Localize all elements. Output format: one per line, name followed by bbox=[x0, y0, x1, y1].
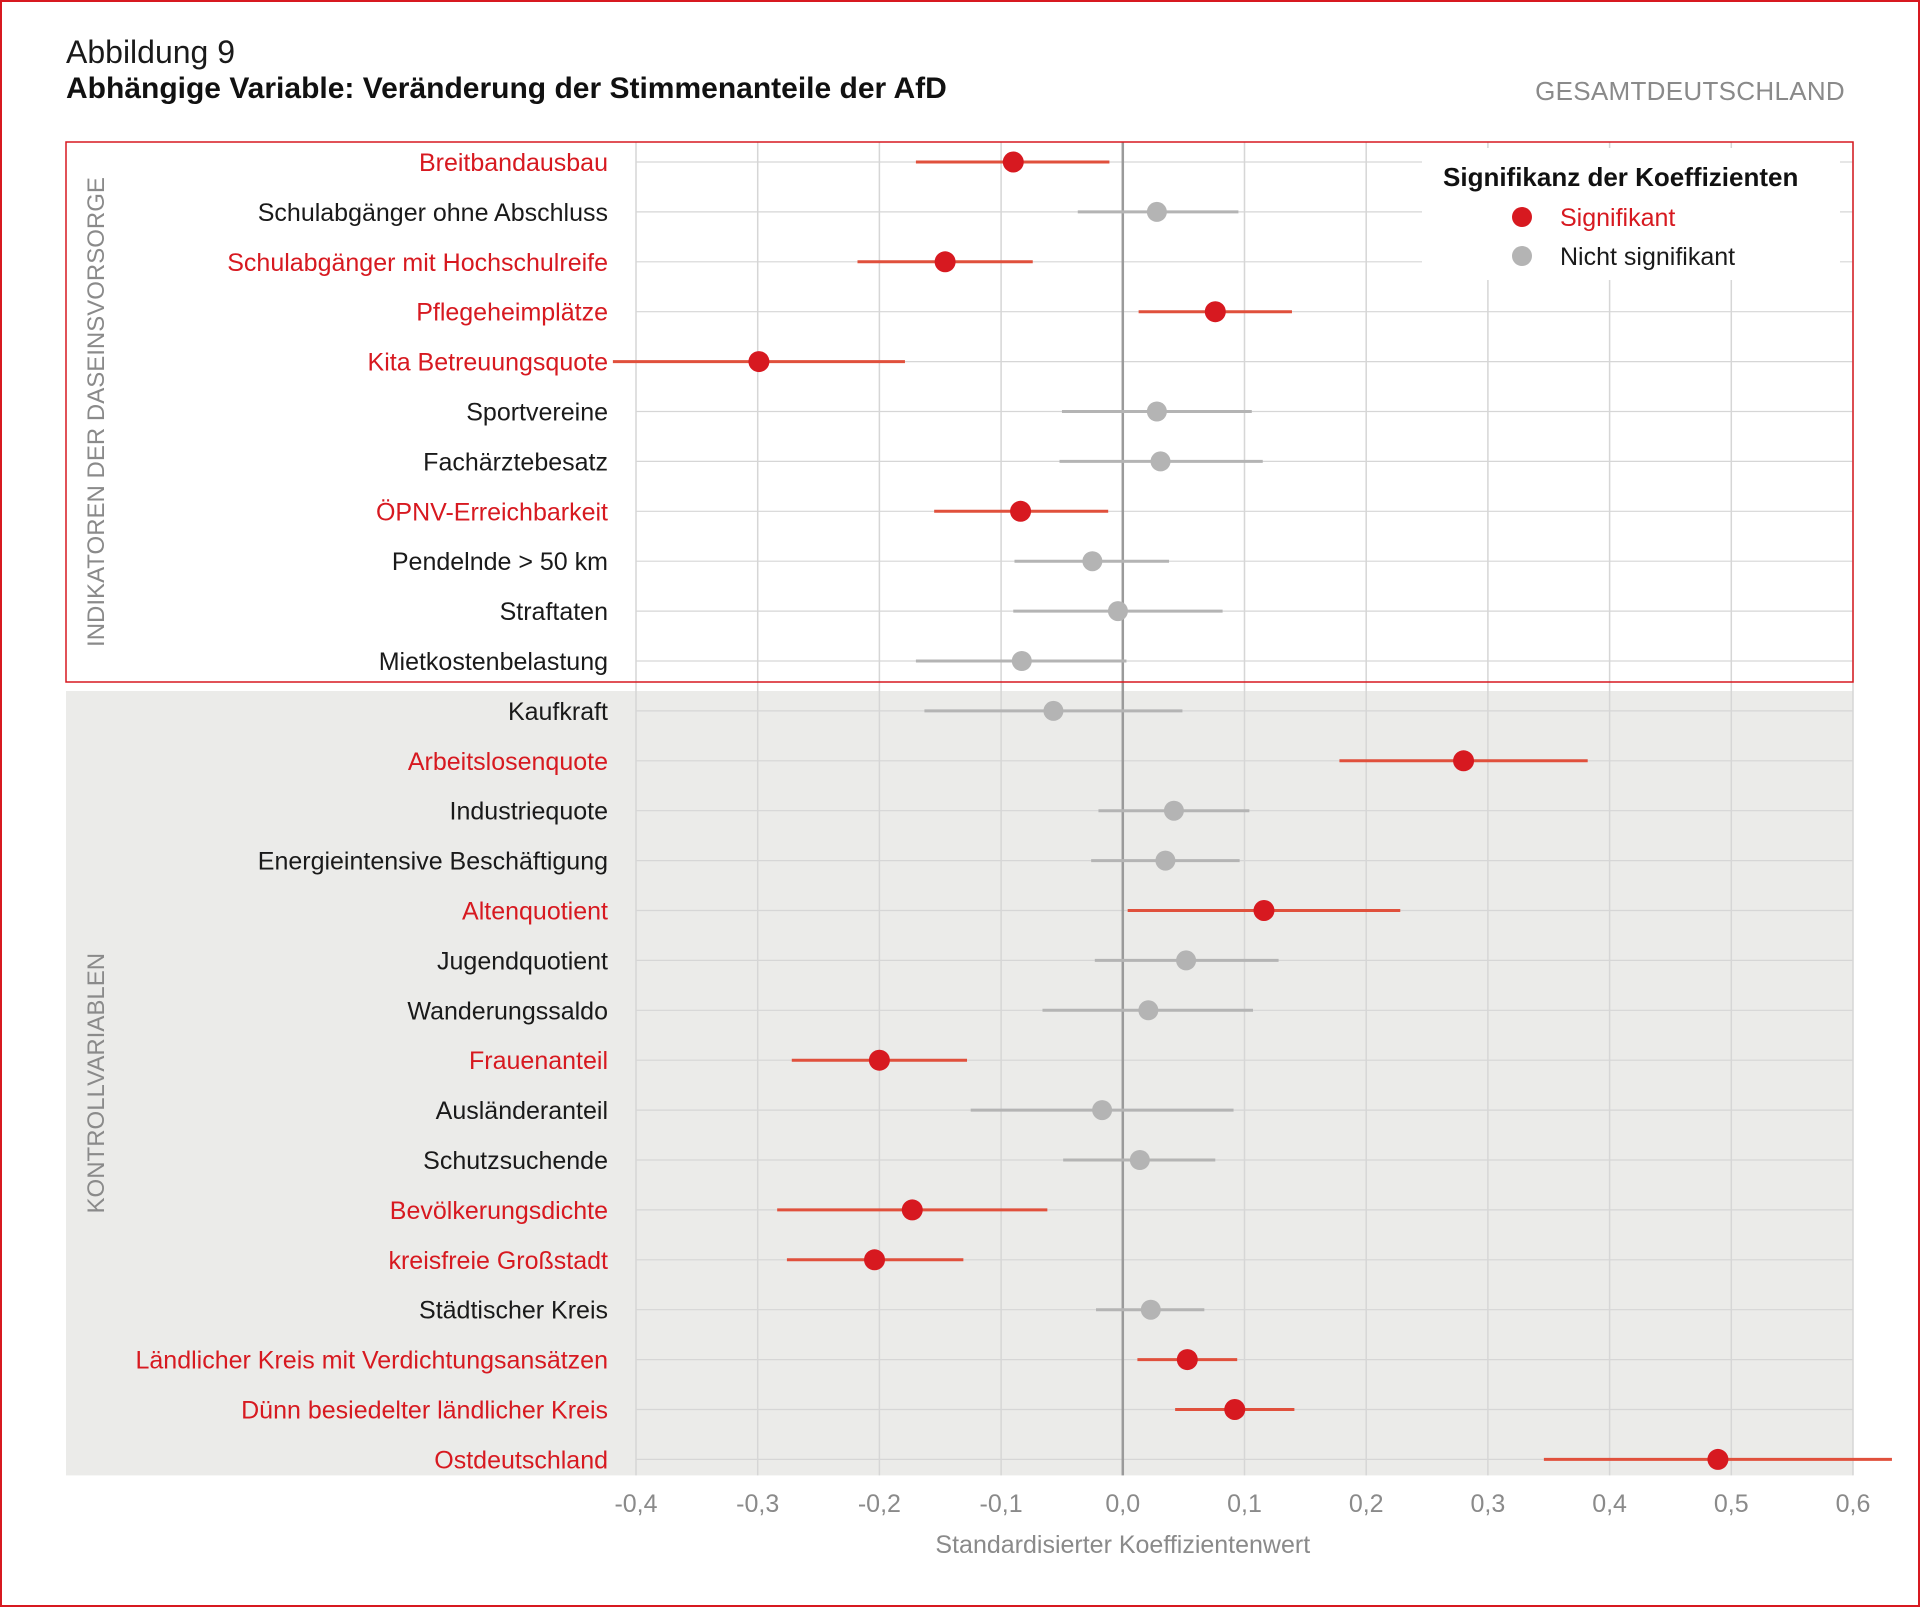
row-label: Industriequote bbox=[450, 798, 608, 826]
row-label: kreisfreie Großstadt bbox=[388, 1247, 608, 1275]
row-label: Pendelnde > 50 km bbox=[392, 548, 608, 576]
row-label: Schutzsuchende bbox=[423, 1147, 608, 1175]
x-tick-label: -0,4 bbox=[614, 1490, 657, 1518]
point-estimate bbox=[1150, 451, 1171, 472]
legend-title: Signifikanz der Koeffizienten bbox=[1443, 162, 1798, 192]
figure-label: Abbildung 9 bbox=[66, 34, 236, 70]
point-estimate bbox=[1011, 651, 1032, 671]
x-tick-label: 0,5 bbox=[1714, 1490, 1749, 1518]
point-estimate bbox=[1010, 500, 1032, 522]
point-estimate bbox=[1082, 551, 1103, 572]
figure-title: Abhängige Variable: Veränderung der Stim… bbox=[66, 72, 947, 105]
row-label: Fachärztebesatz bbox=[423, 448, 608, 476]
row-label: Arbeitslosenquote bbox=[408, 748, 608, 776]
x-tick-label: -0,1 bbox=[980, 1490, 1023, 1518]
x-tick-label: 0,1 bbox=[1227, 1490, 1262, 1518]
row-label: Energieintensive Beschäftigung bbox=[258, 848, 608, 876]
point-estimate bbox=[748, 351, 770, 373]
row-label: Straftaten bbox=[500, 598, 608, 626]
x-tick-label: 0,2 bbox=[1349, 1490, 1384, 1518]
x-tick-label: 0,6 bbox=[1836, 1490, 1871, 1518]
point-estimate bbox=[1707, 1448, 1729, 1470]
row-label: Altenquotient bbox=[462, 898, 608, 926]
x-tick-label: -0,3 bbox=[736, 1490, 779, 1518]
group-label-kontrollvariablen: KONTROLLVARIABLEN bbox=[83, 953, 110, 1214]
point-estimate bbox=[1002, 151, 1024, 173]
legend-not-significant-label: Nicht signifikant bbox=[1560, 243, 1735, 271]
row-label: Kaufkraft bbox=[508, 698, 608, 726]
point-estimate bbox=[1043, 700, 1064, 721]
x-axis-label: Standardisierter Koeffizientenwert bbox=[935, 1531, 1310, 1559]
legend-background bbox=[1422, 148, 1840, 280]
control-group-background bbox=[66, 691, 1853, 1476]
row-label: Kita Betreuungsquote bbox=[368, 349, 608, 377]
legend-significant-label: Signifikant bbox=[1560, 204, 1675, 232]
row-label: Bevölkerungsdichte bbox=[390, 1197, 608, 1225]
point-estimate bbox=[864, 1249, 886, 1271]
point-estimate bbox=[1453, 750, 1475, 772]
point-estimate bbox=[1140, 1299, 1161, 1320]
point-estimate bbox=[1204, 301, 1226, 323]
point-estimate bbox=[1163, 800, 1184, 821]
daseinsvorsorge-group-outline bbox=[65, 141, 1854, 683]
point-estimate bbox=[934, 251, 956, 273]
x-tick-label: 0,0 bbox=[1105, 1490, 1140, 1518]
point-estimate bbox=[1146, 401, 1167, 422]
legend-not-significant-marker bbox=[1512, 246, 1532, 266]
point-estimate bbox=[1155, 850, 1176, 871]
row-label: Sportvereine bbox=[466, 399, 608, 427]
row-label: Jugendquotient bbox=[437, 947, 608, 975]
point-estimate bbox=[1129, 1150, 1150, 1170]
point-estimate bbox=[1138, 1000, 1159, 1021]
group-label-daseinsvorsorge: INDIKATOREN DER DASEINSVORSORGE bbox=[83, 177, 110, 647]
row-label: Schulabgänger mit Hochschulreife bbox=[227, 249, 608, 277]
x-tick-label: -0,2 bbox=[858, 1490, 901, 1518]
point-estimate bbox=[868, 1049, 890, 1071]
point-estimate bbox=[1107, 601, 1128, 622]
x-tick-label: 0,3 bbox=[1471, 1490, 1506, 1518]
figure-region-label: GESAMTDEUTSCHLAND bbox=[1535, 76, 1845, 106]
row-label: Ostdeutschland bbox=[434, 1446, 608, 1474]
x-tick-label: 0,4 bbox=[1592, 1490, 1627, 1518]
point-estimate bbox=[1176, 950, 1197, 971]
row-label: Dünn besiedelter ländlicher Kreis bbox=[241, 1397, 608, 1425]
row-label: Wanderungssaldo bbox=[407, 997, 608, 1025]
row-label: Pflegeheimplätze bbox=[416, 299, 608, 327]
row-label: Städtischer Kreis bbox=[419, 1297, 608, 1325]
row-label: Frauenanteil bbox=[469, 1047, 608, 1075]
legend-significant-marker bbox=[1512, 207, 1532, 227]
row-label: ÖPNV-Erreichbarkeit bbox=[376, 498, 608, 526]
row-label: Schulabgänger ohne Abschluss bbox=[258, 199, 608, 227]
point-estimate bbox=[901, 1199, 923, 1221]
point-estimate bbox=[1146, 201, 1167, 222]
point-estimate bbox=[1092, 1100, 1113, 1121]
row-label: Ländlicher Kreis mit Verdichtungsansätze… bbox=[136, 1347, 609, 1375]
row-label: Ausländeranteil bbox=[436, 1097, 608, 1125]
row-label: Breitbandausbau bbox=[419, 149, 608, 177]
row-label: Mietkostenbelastung bbox=[379, 648, 608, 676]
point-estimate bbox=[1224, 1399, 1246, 1420]
point-estimate bbox=[1176, 1349, 1198, 1371]
point-estimate bbox=[1253, 900, 1275, 921]
